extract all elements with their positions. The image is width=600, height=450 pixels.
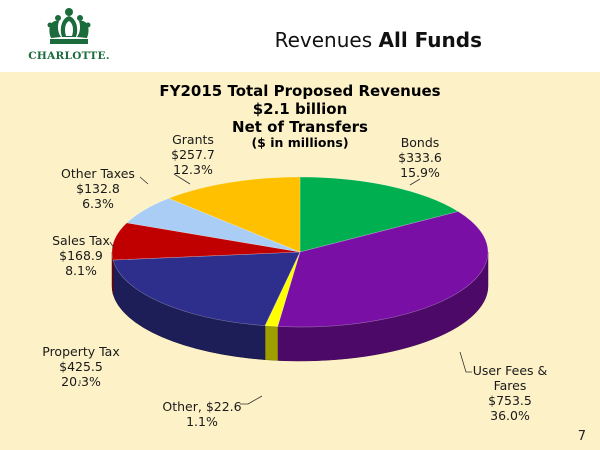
- slice-label-line: 6.3%: [82, 196, 114, 211]
- slice-user-fees-fares: [277, 211, 489, 328]
- slice-label-line: $132.8: [76, 181, 120, 196]
- slice-sales-tax: [111, 222, 301, 261]
- slice-label-line: $168.9: [59, 248, 103, 263]
- chart-panel: FY2015 Total Proposed Revenues $2.1 billi…: [0, 72, 600, 450]
- slice-label-line: Property Tax: [42, 344, 120, 359]
- slice-label-line: Sales Tax: [52, 233, 110, 248]
- logo-wordmark: CHARLOTTE.: [28, 50, 110, 62]
- slice-label-sales-tax: Sales Tax $168.9 8.1%: [52, 233, 110, 278]
- leader-lines: [79, 173, 472, 405]
- slice-label-line: User Fees &: [473, 363, 548, 378]
- chart-title-line: $2.1 billion: [253, 100, 348, 118]
- leader-line-grants: [173, 173, 191, 185]
- slide-title-plain: Revenues: [274, 28, 379, 52]
- pie-sides: [111, 251, 489, 362]
- slice-label-line: 1.1%: [186, 414, 218, 429]
- slice-label-line: $257.7: [171, 147, 215, 162]
- slice-label-line: 36.0%: [490, 408, 530, 423]
- slide-header: CHARLOTTE. Revenues All Funds: [0, 0, 600, 70]
- chart-title-line: FY2015 Total Proposed Revenues: [159, 82, 440, 100]
- slice-labels: Bonds $333.6 15.9% User Fees & Fares $753.5 36…: [42, 132, 547, 429]
- slice-label-line: 20.3%: [61, 374, 101, 389]
- slice-bonds: [299, 176, 460, 253]
- slice-label-other: Other, $22.6 1.1%: [162, 399, 241, 429]
- slice-label-line: Other, $22.6: [162, 399, 241, 414]
- pie-slices: [111, 176, 489, 328]
- slice-label-line: $753.5: [488, 393, 532, 408]
- slice-label-bonds: Bonds $333.6 15.9%: [398, 135, 442, 180]
- slice-label-other-taxes: Other Taxes $132.8 6.3%: [61, 166, 135, 211]
- slice-label-line: 12.3%: [173, 162, 213, 177]
- leader-line-bonds: [409, 178, 421, 186]
- slice-other: [264, 251, 301, 327]
- charlotte-logo: CHARLOTTE.: [14, 6, 124, 66]
- leader-line-other: [240, 395, 263, 405]
- slice-other-taxes: [126, 197, 301, 253]
- slice-label-user-fees-fares: User Fees & Fares $753.5 36.0%: [473, 363, 548, 423]
- slice-label-line: Bonds: [401, 135, 440, 150]
- slice-label-property-tax: Property Tax $425.5 20.3%: [42, 344, 120, 389]
- leader-line-other-taxes: [139, 176, 149, 185]
- slice-grants: [167, 176, 301, 253]
- slice-label-line: 8.1%: [65, 263, 97, 278]
- page-number: 7: [577, 429, 586, 444]
- slice-label-line: $333.6: [398, 150, 442, 165]
- slice-label-line: 15.9%: [400, 165, 440, 180]
- chart-title-line: ($ in millions): [251, 135, 348, 150]
- chart-title-line: Net of Transfers: [232, 118, 368, 136]
- chart-title: FY2015 Total Proposed Revenues$2.1 billi…: [159, 82, 440, 150]
- slice-label-line: $425.5: [59, 359, 103, 374]
- slice-property-tax: [112, 251, 301, 327]
- slice-label-grants: Grants $257.7 12.3%: [171, 132, 215, 177]
- slice-label-line: Fares: [494, 378, 527, 393]
- slice-label-line: Grants: [172, 132, 214, 147]
- pie-chart: FY2015 Total Proposed Revenues$2.1 billi…: [42, 82, 547, 429]
- slice-side-other: [264, 325, 278, 361]
- slice-label-line: Other Taxes: [61, 166, 135, 181]
- slide-title: Revenues All Funds: [275, 28, 482, 52]
- leader-line-sales-tax: [109, 241, 115, 249]
- leader-line-user-fees-fares: [459, 351, 472, 373]
- crown-icon: [47, 8, 91, 44]
- slide-title-bold: All Funds: [378, 28, 482, 52]
